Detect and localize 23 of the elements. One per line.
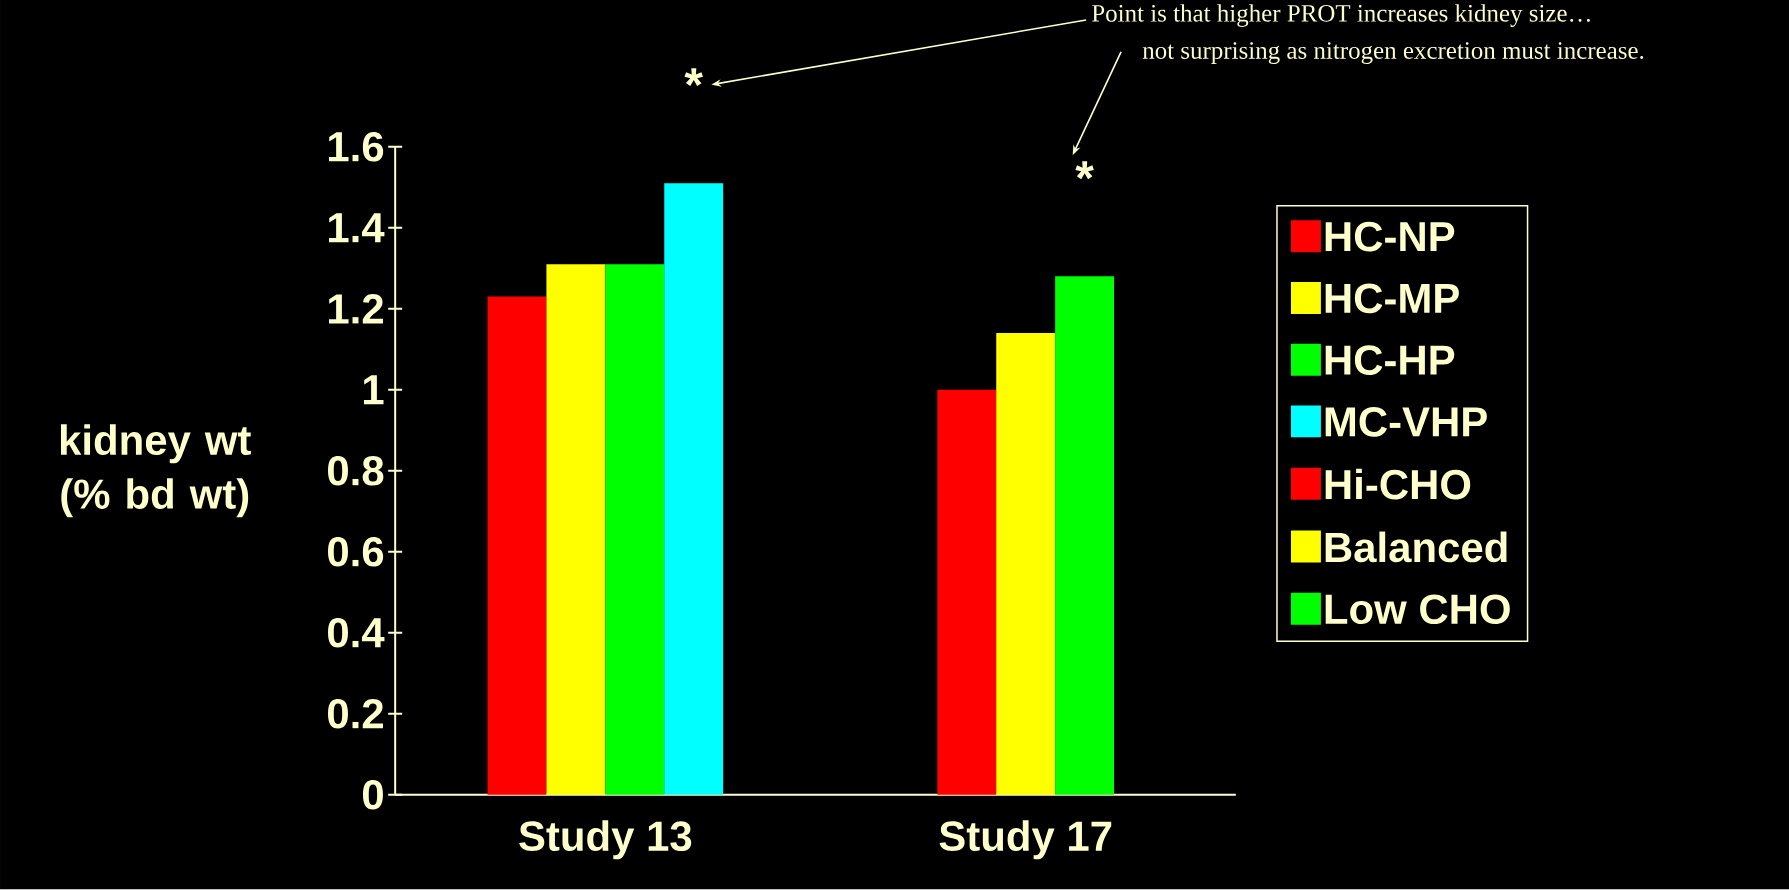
legend-label: MC-VHP: [1325, 407, 1487, 437]
annotation: *: [1075, 161, 1094, 180]
y-tick-label: 0.4: [328, 618, 385, 648]
legend-label: HC-MP: [1325, 283, 1459, 314]
legend-label: Balanced: [1325, 531, 1507, 563]
y-tick-label: 0: [362, 780, 383, 810]
y-tick-label: 0.6: [328, 537, 384, 567]
y-tick-label: 1.2: [329, 294, 383, 324]
legend-label: Hi-CHO: [1325, 468, 1471, 500]
x-tick-label: Study 13: [519, 820, 692, 860]
y-tick-label: 1.6: [329, 132, 384, 162]
x-tick-label: Study 17: [939, 820, 1112, 860]
text: *: [684, 68, 703, 87]
text: Point is that higher PROT increases kidney size…: [1092, 4, 1590, 28]
text: not surprising as nitrogen excretion must increase.: [1142, 42, 1644, 65]
y-tick-label: 1: [363, 375, 384, 405]
legend-label: HC-HP: [1325, 345, 1455, 376]
y-axis-title: kidney wt (% bd wt): [60, 424, 251, 518]
legend-label: Low CHO: [1325, 594, 1510, 625]
legend-label: HC-NP: [1325, 221, 1455, 252]
y-tick-label: 0.2: [328, 699, 383, 729]
y-tick-label: 0.8: [328, 456, 384, 486]
y-tick-label: 1.4: [329, 213, 385, 243]
